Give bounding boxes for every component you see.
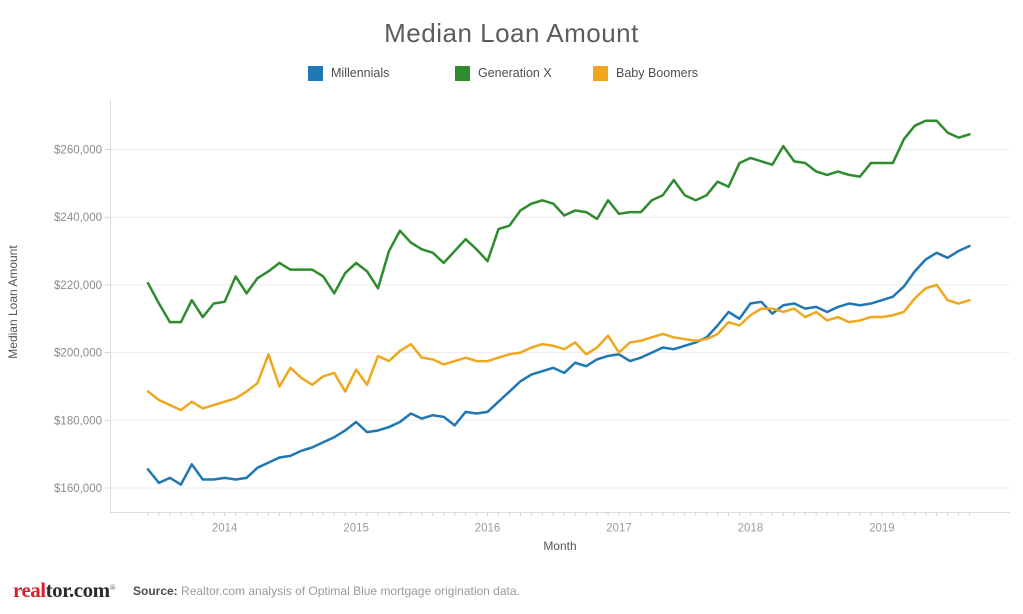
baby-boomers-swatch-icon bbox=[593, 65, 608, 81]
legend-label: Millennials bbox=[331, 66, 390, 80]
x-tick-label: 2015 bbox=[343, 523, 369, 535]
series-line-generation-x[interactable] bbox=[146, 119, 971, 324]
x-tick-label: 2014 bbox=[212, 523, 238, 535]
chart-title: Median Loan Amount bbox=[384, 18, 639, 48]
legend-item-generation-x[interactable]: Generation X bbox=[455, 64, 552, 82]
y-tick-label: $180,000 bbox=[54, 415, 102, 427]
x-axis-title: Month bbox=[543, 539, 577, 553]
logo-real: real bbox=[13, 578, 46, 602]
footer: realtor.com® Source: Realtor.com analysi… bbox=[0, 570, 1023, 614]
legend: Millennials Generation X Baby Boomers bbox=[0, 64, 1023, 84]
generation-x-swatch-icon bbox=[455, 65, 470, 81]
x-tick-label: 2018 bbox=[738, 523, 764, 535]
y-tick-label: $160,000 bbox=[54, 483, 102, 495]
millennials-swatch-icon bbox=[308, 65, 323, 81]
y-tick-label: $260,000 bbox=[54, 145, 102, 157]
series-line-millennials[interactable] bbox=[146, 244, 971, 486]
y-tick-label: $200,000 bbox=[54, 348, 102, 360]
legend-label: Baby Boomers bbox=[616, 66, 698, 80]
legend-item-baby-boomers[interactable]: Baby Boomers bbox=[593, 64, 698, 82]
loan-amount-line-chart[interactable]: $160,000 $180,000 $200,000 $220,000 $240,000… bbox=[0, 0, 1023, 570]
realtor-logo: realtor.com® bbox=[13, 578, 116, 603]
logo-rest: tor.com bbox=[45, 578, 110, 602]
y-axis-title: Median Loan Amount bbox=[6, 245, 20, 359]
series-line-baby-boomers[interactable] bbox=[146, 283, 971, 412]
y-tick-label: $240,000 bbox=[54, 212, 102, 224]
legend-item-millennials[interactable]: Millennials bbox=[308, 64, 389, 82]
source-label: Source: bbox=[133, 584, 178, 598]
y-tick-label: $220,000 bbox=[54, 280, 102, 292]
source-text: Realtor.com analysis of Optimal Blue mor… bbox=[177, 584, 520, 598]
registered-mark: ® bbox=[109, 583, 116, 592]
source-note: Source: Realtor.com analysis of Optimal … bbox=[133, 584, 520, 598]
x-tick-label: 2017 bbox=[606, 523, 632, 535]
x-tick-label: 2019 bbox=[869, 523, 895, 535]
x-tick-label: 2016 bbox=[475, 523, 501, 535]
legend-label: Generation X bbox=[478, 66, 552, 80]
